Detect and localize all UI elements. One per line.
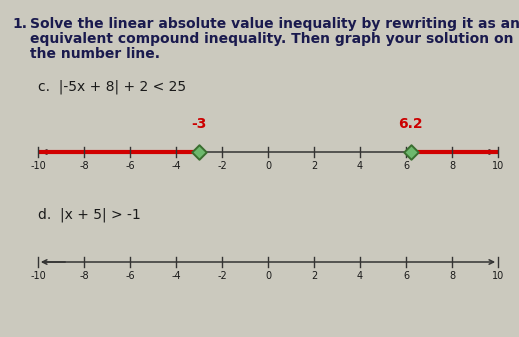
Point — [195, 149, 203, 155]
Text: c.  |-5x + 8| + 2 < 25: c. |-5x + 8| + 2 < 25 — [38, 79, 186, 93]
Text: 10: 10 — [492, 271, 504, 281]
Text: -10: -10 — [30, 161, 46, 171]
Text: 0: 0 — [265, 161, 271, 171]
Text: 6: 6 — [403, 161, 409, 171]
Text: 0: 0 — [265, 271, 271, 281]
Text: -8: -8 — [79, 161, 89, 171]
Text: 4: 4 — [357, 271, 363, 281]
Text: 1.: 1. — [12, 17, 27, 31]
Point — [406, 149, 415, 155]
Text: 2: 2 — [311, 271, 317, 281]
Text: -4: -4 — [171, 271, 181, 281]
Text: -6: -6 — [125, 161, 135, 171]
Text: 6.2: 6.2 — [398, 117, 423, 131]
Text: -6: -6 — [125, 271, 135, 281]
Text: 4: 4 — [357, 161, 363, 171]
Text: -2: -2 — [217, 161, 227, 171]
Text: -10: -10 — [30, 271, 46, 281]
Text: Solve the linear absolute value inequality by rewriting it as an: Solve the linear absolute value inequali… — [30, 17, 519, 31]
Text: -2: -2 — [217, 271, 227, 281]
Text: the number line.: the number line. — [30, 47, 160, 61]
Text: -3: -3 — [192, 117, 207, 131]
Text: d.  |x + 5| > -1: d. |x + 5| > -1 — [38, 207, 141, 221]
Text: 2: 2 — [311, 161, 317, 171]
Text: -8: -8 — [79, 271, 89, 281]
Text: 6: 6 — [403, 271, 409, 281]
Text: equivalent compound inequality. Then graph your solution on: equivalent compound inequality. Then gra… — [30, 32, 513, 46]
Text: 8: 8 — [449, 271, 455, 281]
Text: -4: -4 — [171, 161, 181, 171]
Text: 10: 10 — [492, 161, 504, 171]
Text: 8: 8 — [449, 161, 455, 171]
